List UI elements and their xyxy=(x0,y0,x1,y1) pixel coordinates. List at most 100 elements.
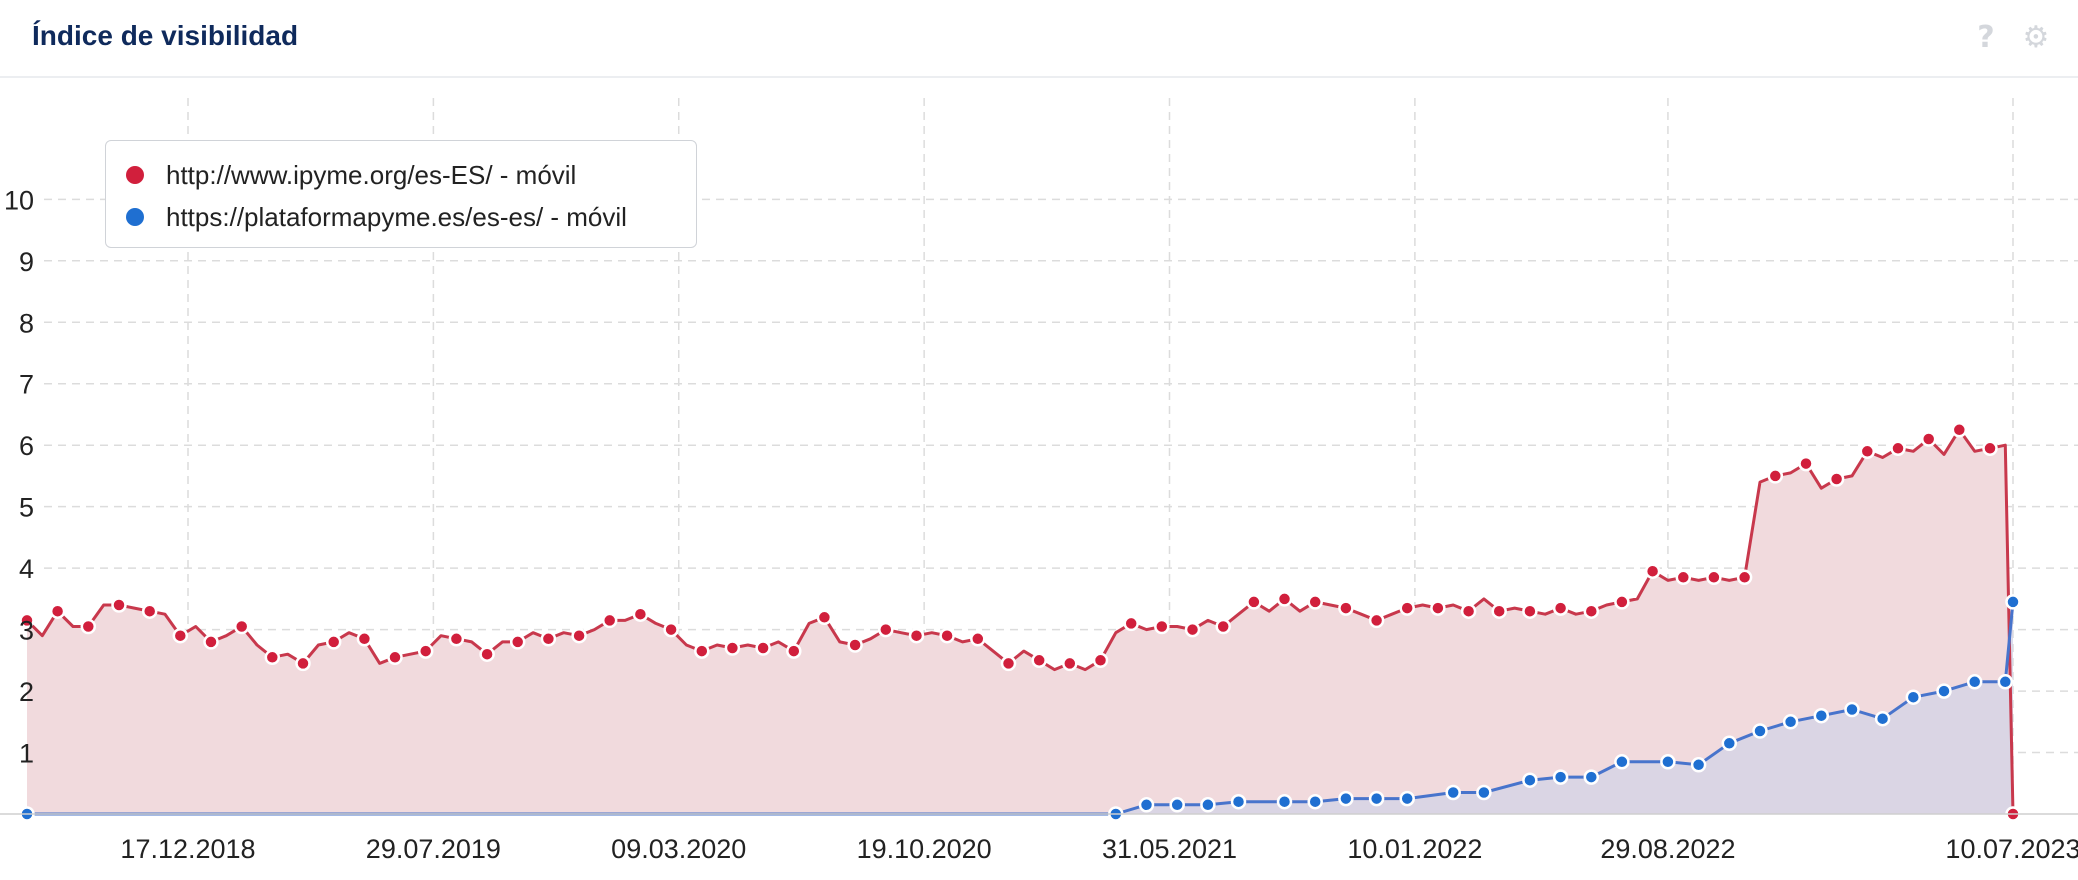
data-point-ipyme xyxy=(908,627,925,644)
data-point-plataformapyme xyxy=(2005,594,2021,610)
x-tick-label: 09.03.2020 xyxy=(611,834,746,864)
area-ipyme xyxy=(27,429,2013,814)
y-tick-label: 3 xyxy=(19,616,34,646)
visibility-chart[interactable]: 1 2 3 4 5 6 7 8 9 10 17.12.2018 29.07.2019 09.03.202… xyxy=(0,78,2078,880)
data-point-ipyme xyxy=(1920,431,1937,447)
data-point-ipyme xyxy=(1522,603,1538,619)
data-point-ipyme xyxy=(448,631,465,647)
data-point-ipyme xyxy=(233,618,250,635)
y-tick-label: 5 xyxy=(19,493,34,523)
data-point-ipyme xyxy=(1798,455,1814,472)
data-point-plataformapyme xyxy=(1522,772,1538,788)
data-point-ipyme xyxy=(479,646,495,662)
data-point-plataformapyme xyxy=(1936,683,1952,699)
legend-label-ipyme: http://www.ipyme.org/es-ES/ - móvil xyxy=(166,159,577,190)
data-point-plataformapyme xyxy=(1399,790,1415,807)
data-point-ipyme xyxy=(1368,612,1385,629)
data-point-plataformapyme xyxy=(1752,723,1768,739)
data-point-plataformapyme xyxy=(1966,674,1983,690)
data-point-ipyme xyxy=(1123,615,1139,632)
data-point-ipyme xyxy=(1246,594,1262,610)
data-point-ipyme xyxy=(1184,621,1201,638)
data-point-plataformapyme xyxy=(1230,793,1247,810)
x-tick-label: 17.12.2018 xyxy=(120,834,255,864)
data-point-plataformapyme xyxy=(1200,797,1216,813)
data-point-plataformapyme xyxy=(1307,793,1323,810)
data-point-ipyme xyxy=(1552,600,1569,616)
data-point-ipyme xyxy=(1154,618,1170,635)
legend-item-plataformapyme[interactable]: https://plataformapyme.es/es-es/ - móvil xyxy=(126,202,627,232)
data-point-ipyme xyxy=(1031,652,1047,669)
widget-header: Índice de visibilidad ? ⚙ xyxy=(0,0,2078,78)
data-point-ipyme xyxy=(1491,603,1507,619)
data-point-ipyme xyxy=(1338,600,1354,616)
data-point-ipyme xyxy=(816,609,833,626)
data-point-ipyme xyxy=(847,637,863,653)
data-point-ipyme xyxy=(878,621,894,638)
data-point-ipyme xyxy=(663,621,679,638)
y-tick-label: 8 xyxy=(19,308,34,338)
data-point-plataformapyme xyxy=(1552,769,1569,785)
data-point-ipyme xyxy=(1828,471,1845,487)
data-point-ipyme xyxy=(1430,600,1446,616)
legend-item-ipyme[interactable]: http://www.ipyme.org/es-ES/ - móvil xyxy=(126,160,576,190)
chart-legend: http://www.ipyme.org/es-ES/ - móvil http… xyxy=(105,140,697,248)
legend-marker-ipyme xyxy=(126,166,144,184)
y-tick-label: 6 xyxy=(19,431,34,461)
data-point-ipyme xyxy=(786,643,802,659)
data-point-ipyme xyxy=(601,612,618,629)
data-point-ipyme xyxy=(264,649,281,666)
data-point-plataformapyme xyxy=(1338,790,1354,807)
y-tick-label: 4 xyxy=(19,554,34,584)
data-point-plataformapyme xyxy=(1660,754,1676,770)
x-tick-label: 10.07.2023 xyxy=(1945,834,2078,864)
x-tick-label: 19.10.2020 xyxy=(857,834,992,864)
gear-icon[interactable]: ⚙ xyxy=(2022,20,2050,55)
x-tick-label: 29.08.2022 xyxy=(1600,834,1735,864)
data-point-ipyme xyxy=(1460,603,1477,619)
legend-label-plataformapyme: https://plataformapyme.es/es-es/ - móvil xyxy=(166,201,627,232)
data-point-plataformapyme xyxy=(1874,710,1891,727)
data-point-ipyme xyxy=(356,631,373,647)
area-plataformapyme xyxy=(27,601,2013,814)
data-point-ipyme xyxy=(1736,569,1753,586)
y-tick-label: 2 xyxy=(19,677,34,707)
data-point-ipyme xyxy=(1000,655,1017,672)
data-point-ipyme xyxy=(141,603,158,619)
help-icon[interactable]: ? xyxy=(1977,20,1995,55)
data-point-ipyme xyxy=(295,655,311,672)
x-tick-label: 29.07.2019 xyxy=(366,834,501,864)
data-point-ipyme xyxy=(1583,603,1600,619)
data-point-ipyme xyxy=(1982,440,1998,457)
x-tick-label: 10.01.2022 xyxy=(1347,834,1482,864)
data-point-ipyme xyxy=(970,631,986,647)
data-point-ipyme xyxy=(1062,655,1078,672)
data-point-ipyme xyxy=(755,640,771,656)
data-point-plataformapyme xyxy=(1997,674,2014,690)
data-point-ipyme xyxy=(509,634,526,650)
data-point-ipyme xyxy=(1890,440,1906,457)
data-point-plataformapyme xyxy=(1844,701,1860,718)
data-point-ipyme xyxy=(1399,600,1415,616)
legend-marker-plataformapyme xyxy=(126,208,144,226)
data-point-plataformapyme xyxy=(1690,757,1707,773)
data-point-ipyme xyxy=(80,618,97,635)
data-point-ipyme xyxy=(1307,594,1323,610)
data-point-plataformapyme xyxy=(1368,790,1385,807)
data-point-ipyme xyxy=(1675,569,1692,586)
data-point-ipyme xyxy=(203,634,219,650)
data-point-ipyme xyxy=(49,603,66,619)
data-point-ipyme xyxy=(694,643,710,659)
data-point-ipyme xyxy=(1092,652,1109,669)
data-point-plataformapyme xyxy=(1583,769,1600,785)
widget-title: Índice de visibilidad xyxy=(32,20,299,51)
data-point-ipyme xyxy=(1644,563,1661,579)
data-point-plataformapyme xyxy=(1905,689,1922,705)
data-point-ipyme xyxy=(387,649,403,666)
y-tick-label: 9 xyxy=(19,247,34,277)
data-point-plataformapyme xyxy=(1614,754,1630,770)
data-point-ipyme xyxy=(1859,443,1876,460)
data-point-ipyme xyxy=(111,597,127,613)
data-point-plataformapyme xyxy=(1138,797,1155,813)
